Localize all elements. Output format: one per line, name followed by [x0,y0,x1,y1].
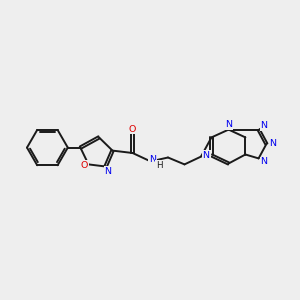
Text: N: N [269,140,277,148]
Text: H: H [156,160,162,169]
Text: N: N [260,122,268,130]
Text: O: O [128,124,136,134]
Text: N: N [260,158,268,166]
Text: N: N [149,155,156,164]
Text: N: N [202,151,210,160]
Text: O: O [80,160,88,169]
Text: N: N [225,120,232,129]
Text: N: N [104,167,112,176]
